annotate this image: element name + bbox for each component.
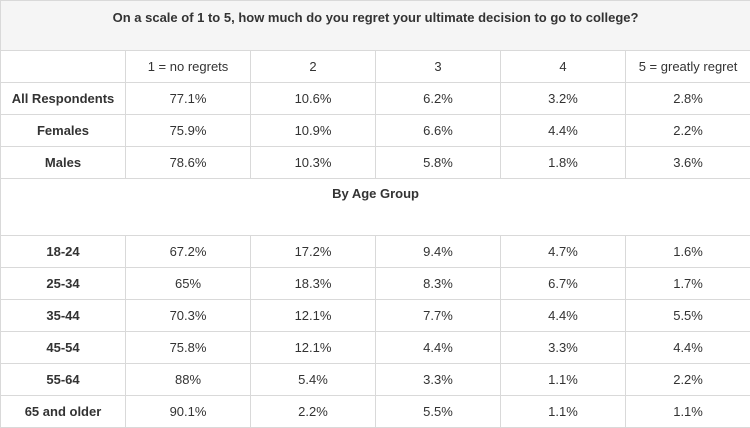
column-header-4: 4	[501, 51, 626, 83]
table-cell: 1.1%	[501, 396, 626, 428]
table-cell: 4.4%	[501, 115, 626, 147]
section-label: By Age Group	[1, 179, 750, 236]
table-cell: 18.3%	[251, 268, 376, 300]
table-cell: 2.2%	[626, 115, 750, 147]
table-cell: 5.5%	[376, 396, 501, 428]
table-cell: 10.9%	[251, 115, 376, 147]
table-cell: 2.2%	[251, 396, 376, 428]
table-cell: 5.5%	[626, 300, 750, 332]
table-cell: 1.1%	[501, 364, 626, 396]
row-label: 55-64	[1, 364, 126, 396]
row-label: Males	[1, 147, 126, 179]
table-cell: 1.8%	[501, 147, 626, 179]
column-header-2: 2	[251, 51, 376, 83]
column-header-1: 1 = no regrets	[126, 51, 251, 83]
table-cell: 10.3%	[251, 147, 376, 179]
section-row: By Age Group	[1, 179, 750, 236]
table-cell: 2.8%	[626, 83, 750, 115]
table-cell: 3.2%	[501, 83, 626, 115]
table-cell: 1.1%	[626, 396, 750, 428]
table-cell: 2.2%	[626, 364, 750, 396]
table-cell: 77.1%	[126, 83, 251, 115]
row-label: 45-54	[1, 332, 126, 364]
table-cell: 75.8%	[126, 332, 251, 364]
table-cell: 9.4%	[376, 236, 501, 268]
column-header-5: 5 = greatly regret	[626, 51, 750, 83]
table-cell: 6.2%	[376, 83, 501, 115]
table-cell: 4.7%	[501, 236, 626, 268]
table-cell: 78.6%	[126, 147, 251, 179]
row-label: Females	[1, 115, 126, 147]
table-cell: 5.8%	[376, 147, 501, 179]
table-cell: 3.3%	[501, 332, 626, 364]
table-cell: 75.9%	[126, 115, 251, 147]
row-label: 25-34	[1, 268, 126, 300]
table-cell: 70.3%	[126, 300, 251, 332]
table-cell: 65%	[126, 268, 251, 300]
header-row: 1 = no regrets 2 3 4 5 = greatly regret	[1, 51, 750, 83]
table-cell: 8.3%	[376, 268, 501, 300]
table-cell: 88%	[126, 364, 251, 396]
row-label: 18-24	[1, 236, 126, 268]
column-header-3: 3	[376, 51, 501, 83]
table-cell: 3.6%	[626, 147, 750, 179]
table-cell: 1.7%	[626, 268, 750, 300]
table-cell: 17.2%	[251, 236, 376, 268]
table-cell: 6.7%	[501, 268, 626, 300]
table-cell: 67.2%	[126, 236, 251, 268]
table-cell: 4.4%	[376, 332, 501, 364]
row-label: 65 and older	[1, 396, 126, 428]
table-cell: 10.6%	[251, 83, 376, 115]
table-cell: 4.4%	[501, 300, 626, 332]
title-row: On a scale of 1 to 5, how much do you re…	[1, 1, 750, 51]
table-cell: 90.1%	[126, 396, 251, 428]
table-cell: 1.6%	[626, 236, 750, 268]
table-cell: 5.4%	[251, 364, 376, 396]
table-cell: 6.6%	[376, 115, 501, 147]
table-cell: 12.1%	[251, 332, 376, 364]
table-cell: 12.1%	[251, 300, 376, 332]
row-label: 35-44	[1, 300, 126, 332]
table-cell: 3.3%	[376, 364, 501, 396]
column-header-empty	[1, 51, 126, 83]
row-label: All Respondents	[1, 83, 126, 115]
table-cell: 7.7%	[376, 300, 501, 332]
table-cell: 4.4%	[626, 332, 750, 364]
table-title: On a scale of 1 to 5, how much do you re…	[1, 1, 750, 51]
